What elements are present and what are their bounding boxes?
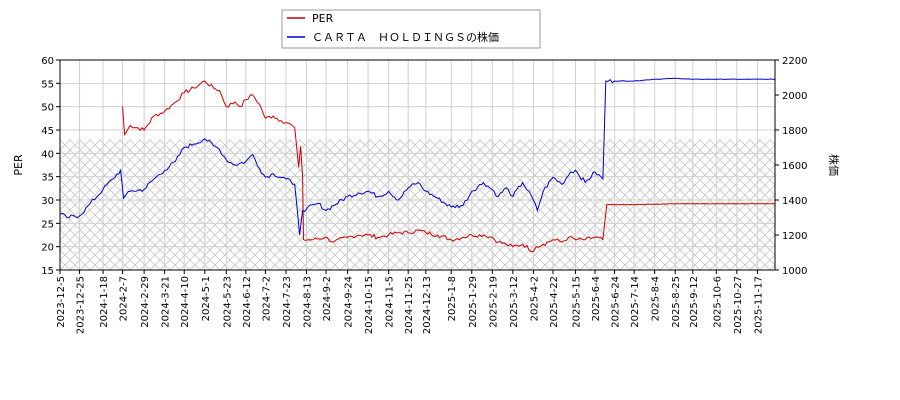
right-y-axis: 1000 1200 1400 1600 1800 2000 2200 (775, 56, 807, 277)
x-tick-label: 2024-12-13 (422, 276, 433, 334)
left-y-axis: 15 20 25 30 35 40 45 50 55 60 (41, 56, 60, 277)
x-tick-label: 2024-2-7 (119, 276, 130, 321)
x-tick-label: 2025-8-4 (651, 276, 662, 321)
x-tick-label: 2025-7-14 (630, 276, 641, 328)
x-tick-label: 2024-11-5 (385, 276, 396, 328)
x-tick-label: 2024-4-10 (180, 276, 191, 328)
x-tick-label: 2025-6-24 (611, 276, 622, 328)
x-tick-label: 2024-5-1 (201, 276, 212, 321)
series-layer (60, 77, 775, 253)
x-tick-label: 2025-5-15 (571, 276, 582, 328)
x-tick-label: 2025-3-12 (509, 276, 520, 328)
x-tick-label: 2025-11-17 (753, 276, 764, 334)
right-tick-label: 1000 (782, 266, 807, 277)
left-tick-label: 60 (41, 56, 54, 67)
x-tick-label: 2025-1-29 (468, 276, 479, 328)
right-tick-label: 2200 (782, 56, 807, 67)
legend-per-label: PER (312, 12, 334, 25)
x-tick-label: 2024-6-12 (242, 276, 253, 328)
x-tick-label: 2025-1-8 (447, 276, 458, 321)
right-axis-title: 株価 (827, 154, 841, 176)
x-tick-label: 2024-9-24 (344, 276, 355, 328)
stock-price-series-line (60, 77, 775, 236)
left-axis-title: PER (12, 154, 25, 176)
left-tick-label: 30 (41, 196, 54, 207)
x-axis: 2023-12-5 2023-12-25 2024-1-18 2024-2-7 2024… (56, 270, 764, 334)
left-tick-label: 20 (41, 243, 54, 254)
x-tick-label: 2025-4-2 (529, 276, 540, 321)
x-tick-label: 2024-10-15 (364, 276, 375, 334)
x-tick-label: 2025-4-22 (549, 276, 560, 328)
right-tick-label: 2000 (782, 91, 807, 102)
legend: PER ＣＡＲＴＡ ＨＯＬＤＩＮＧＳの株価 (281, 9, 541, 49)
x-tick-label: 2024-8-13 (302, 276, 313, 328)
hatched-band (60, 139, 775, 270)
left-tick-label: 40 (41, 149, 54, 160)
right-tick-label: 1200 (782, 231, 807, 242)
right-tick-label: 1400 (782, 196, 807, 207)
x-tick-label: 2025-9-12 (689, 276, 700, 328)
x-tick-label: 2024-5-23 (222, 276, 233, 328)
per-series-line (122, 80, 775, 253)
x-tick-label: 2024-2-29 (140, 276, 151, 328)
left-tick-label: 55 (41, 79, 54, 90)
right-tick-label: 1600 (782, 161, 807, 172)
x-tick-label: 2024-3-21 (161, 276, 172, 328)
left-tick-label: 45 (41, 126, 54, 137)
x-tick-label: 2025-10-6 (712, 276, 723, 328)
x-tick-label: 2023-12-5 (56, 276, 67, 328)
right-tick-label: 1800 (782, 126, 807, 137)
x-tick-label: 2025-8-25 (671, 276, 682, 328)
x-tick-label: 2024-11-25 (404, 276, 415, 334)
x-tick-label: 2024-1-18 (99, 276, 110, 328)
x-tick-label: 2023-12-25 (76, 276, 87, 334)
x-tick-label: 2025-2-19 (488, 276, 499, 328)
left-tick-label: 35 (41, 173, 54, 184)
legend-box (281, 9, 541, 49)
x-tick-label: 2025-10-27 (733, 276, 744, 334)
legend-price-label: ＣＡＲＴＡ ＨＯＬＤＩＮＧＳの株価 (312, 30, 499, 44)
x-tick-label: 2024-9-2 (322, 276, 333, 321)
left-tick-label: 50 (41, 103, 54, 114)
x-tick-label: 2024-7-23 (282, 276, 293, 328)
left-tick-label: 15 (41, 266, 54, 277)
x-tick-label: 2024-7-2 (261, 276, 272, 321)
left-tick-label: 25 (41, 219, 54, 230)
x-tick-label: 2025-6-4 (591, 276, 602, 321)
